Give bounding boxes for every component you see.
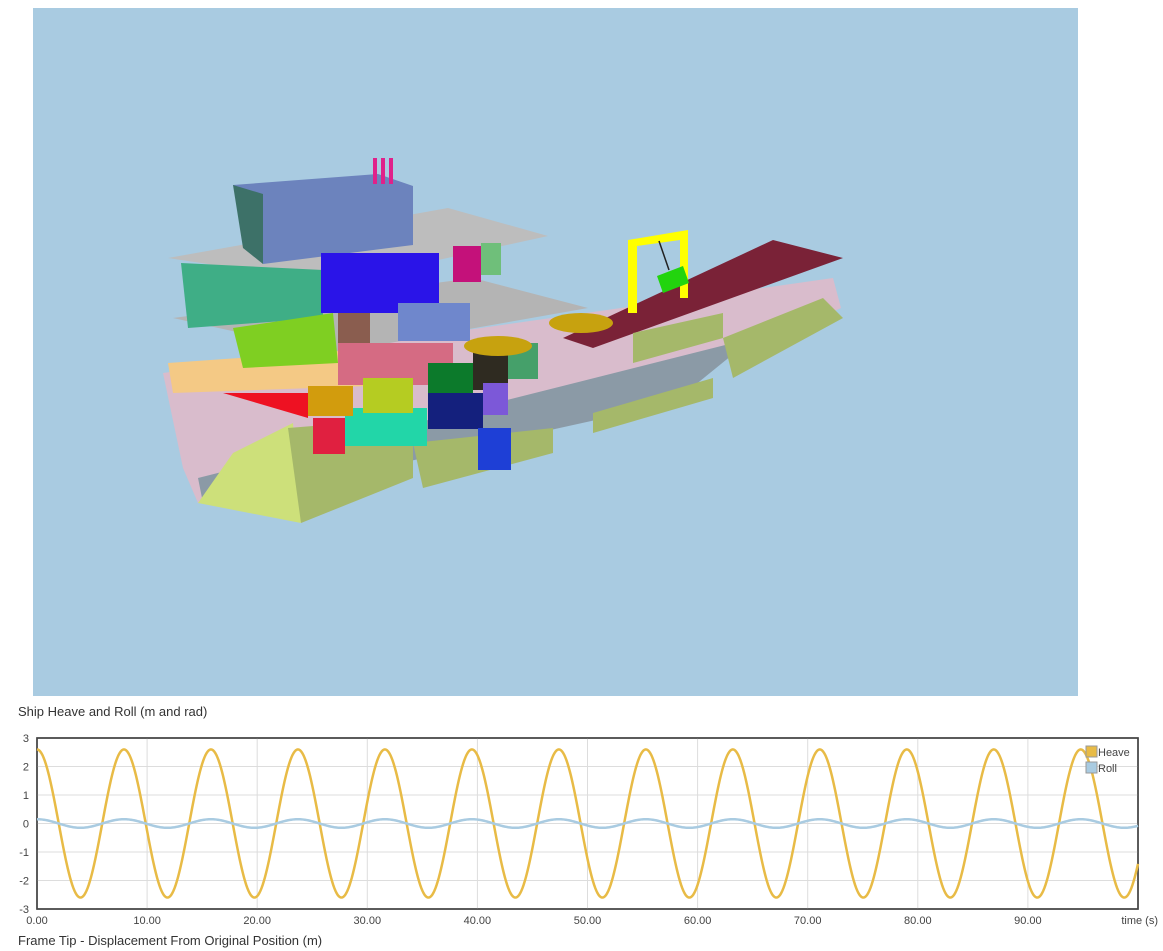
legend-swatch-heave [1085, 745, 1098, 758]
mint-block [481, 243, 501, 275]
heave-roll-chart: 3 2 1 0 -1 -2 -3 0.00 10.00 20.00 30.00 40.00 50.00… [19, 733, 1158, 927]
y-axis-ticks: 3 2 1 0 -1 -2 -3 [19, 733, 29, 916]
x-tick-label: 40.00 [464, 915, 492, 927]
blue-door [478, 428, 511, 470]
winch-2 [464, 336, 532, 356]
lightblue-block [398, 303, 470, 341]
x-tick-label: 60.00 [684, 915, 712, 927]
y-tick-label: 1 [23, 790, 29, 802]
fender-rear [593, 378, 713, 433]
bridge-top [233, 174, 413, 264]
x-tick-label: 90.00 [1014, 915, 1042, 927]
chart-legend: Heave Roll [1085, 745, 1130, 775]
aft-deck [563, 240, 843, 348]
y-tick-label: -1 [19, 847, 29, 859]
series-line-roll [36, 817, 1139, 830]
red-block [313, 418, 345, 454]
navy-block [428, 393, 483, 429]
series-line-heave [36, 748, 1140, 899]
x-tick-label: 70.00 [794, 915, 822, 927]
y-tick-label: -2 [19, 876, 29, 888]
fender-front [198, 423, 301, 523]
funnel-1 [373, 158, 377, 184]
bridge-dark [233, 185, 263, 264]
lime-block [233, 313, 338, 368]
ship-scene [163, 158, 843, 523]
gold-block [308, 386, 353, 416]
teal-block [345, 408, 427, 446]
chart-series [36, 748, 1140, 899]
y-tick-label: 2 [23, 762, 29, 774]
x-axis-ticks: 0.00 10.00 20.00 30.00 40.00 50.00 60.00 70.00 8… [26, 915, 1041, 927]
magenta-block [453, 246, 481, 282]
winch-1 [549, 313, 613, 333]
yellowgreen-block [363, 378, 413, 413]
legend-swatch-roll [1085, 761, 1098, 774]
crane-load [657, 266, 689, 293]
legend-label-heave: Heave [1098, 747, 1130, 759]
red-wedge [223, 393, 308, 418]
plot-border [36, 737, 1139, 910]
funnel-2 [381, 158, 385, 184]
x-axis-label: time (s) [1121, 915, 1158, 927]
heave-roll-chart-title: Ship Heave and Roll (m and rad) [18, 704, 208, 719]
x-tick-label: 50.00 [574, 915, 602, 927]
y-tick-label: -3 [19, 904, 29, 916]
y-tick-label: 3 [23, 733, 29, 745]
x-tick-label: 20.00 [243, 915, 271, 927]
x-tick-label: 0.00 [26, 915, 47, 927]
crane-cable [658, 240, 670, 271]
funnel-3 [389, 158, 393, 184]
legend-label-roll: Roll [1098, 763, 1117, 775]
fender-aft [633, 313, 723, 363]
3d-viewport[interactable] [33, 8, 1078, 696]
x-tick-label: 10.00 [133, 915, 161, 927]
bridge-green [181, 263, 323, 328]
purple-block [483, 383, 508, 415]
frame-tip-chart-title: Frame Tip - Displacement From Original P… [18, 933, 323, 948]
y-tick-label: 0 [23, 819, 29, 831]
x-tick-label: 80.00 [904, 915, 932, 927]
a-frame [628, 230, 688, 313]
x-tick-label: 30.00 [354, 915, 382, 927]
fender-stern [723, 298, 843, 378]
